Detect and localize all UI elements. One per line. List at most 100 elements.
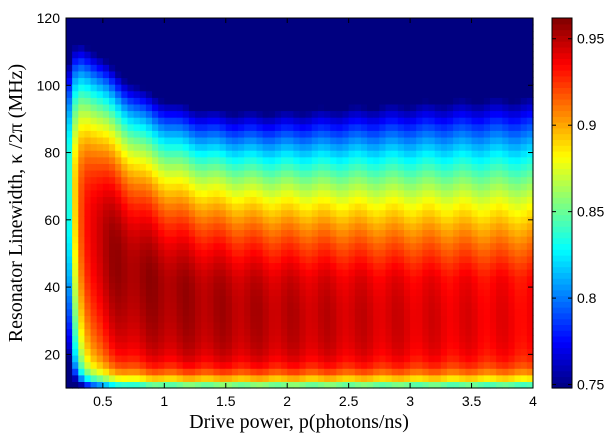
heatmap-cell [416,335,423,343]
heatmap-cell [207,348,215,356]
heatmap-cell [317,84,325,92]
heatmap-cell [170,130,178,138]
heatmap-cell [330,64,337,72]
heatmap-cell [268,229,276,237]
heatmap-cell [453,335,460,343]
heatmap-cell [195,229,202,237]
heatmap-cell [496,341,503,349]
heatmap-cell [84,70,92,79]
heatmap-cell [219,209,227,217]
heatmap-cell [330,110,337,118]
heatmap-cell [213,341,221,349]
heatmap-cell [299,249,307,257]
colorbar-segment [552,376,572,383]
heatmap-cell [127,18,135,26]
heatmap-cell [526,70,534,79]
heatmap-cell [72,70,79,79]
heatmap-cell [250,242,258,250]
heatmap-cell [102,163,110,171]
heatmap-cell [373,136,380,145]
heatmap-cell [403,70,411,79]
heatmap-cell [195,169,202,178]
colorbar-segment [552,70,572,77]
heatmap-cell [164,196,172,204]
heatmap-cell [348,31,356,39]
heatmap-cell [219,176,227,184]
heatmap-cell [158,348,165,356]
heatmap-cell [66,269,73,277]
heatmap-cell [281,110,288,118]
heatmap-cell [354,189,362,197]
heatmap-cell [176,57,184,65]
heatmap-cell [477,374,485,382]
y-tick-label: 60 [44,212,60,228]
heatmap-cell [152,163,159,171]
heatmap-cell [311,269,319,277]
heatmap-cell [84,209,92,217]
colorbar-segment [552,168,572,175]
heatmap-cell [250,321,258,330]
heatmap-cell [72,328,79,336]
heatmap-cell [446,51,454,59]
heatmap-cell [520,123,528,131]
heatmap-cell [244,70,251,79]
heatmap-cell [274,374,282,382]
heatmap-cell [471,84,479,92]
heatmap-cell [416,236,423,244]
heatmap-cell [465,24,473,32]
heatmap-cell [360,143,368,151]
heatmap-cell [342,308,350,316]
heatmap-cell [360,51,368,59]
heatmap-cell [336,308,344,316]
heatmap-cell [379,163,387,171]
heatmap-cell [391,57,399,65]
heatmap-cell [348,189,356,197]
heatmap-cell [324,229,331,237]
heatmap-cell [281,130,288,138]
heatmap-cell [440,57,448,65]
y-tick-label: 120 [37,10,61,26]
heatmap-cell [213,136,221,145]
heatmap-cell [440,275,448,283]
heatmap-cell [489,295,497,303]
heatmap-cell [170,361,178,369]
heatmap-cell [182,361,190,369]
heatmap-cell [367,189,374,197]
heatmap-cell [526,103,534,112]
heatmap-cell [96,328,104,336]
heatmap-cell [397,249,405,257]
heatmap-cell [367,123,374,131]
heatmap-cell [182,189,190,197]
heatmap-cell [127,44,135,52]
heatmap-cell [324,262,331,270]
heatmap-cell [207,183,215,191]
heatmap-cell [508,24,516,32]
heatmap-cell [403,130,411,138]
heatmap-cell [250,90,258,98]
heatmap-cell [195,44,202,52]
heatmap-cell [96,288,104,297]
heatmap-cell [115,156,122,164]
heatmap-cell [281,255,288,264]
heatmap-cell [115,136,122,145]
heatmap-cell [287,183,294,191]
heatmap-cell [90,196,98,204]
heatmap-cell [477,44,485,52]
heatmap-cell [109,156,116,164]
heatmap-cell [127,150,135,158]
heatmap-cell [207,328,215,336]
heatmap-cell [502,361,510,369]
heatmap-cell [434,136,442,145]
heatmap-cell [489,275,497,283]
heatmap-cell [348,70,356,79]
heatmap-cell [526,176,534,184]
heatmap-cell [489,169,497,178]
heatmap-cell [526,44,534,52]
heatmap-cell [66,31,73,39]
heatmap-cell [471,341,479,349]
heatmap-cell [109,302,116,310]
heatmap-cell [102,295,110,303]
heatmap-cell [526,169,534,178]
heatmap-cell [453,282,460,290]
heatmap-cell [502,302,510,310]
